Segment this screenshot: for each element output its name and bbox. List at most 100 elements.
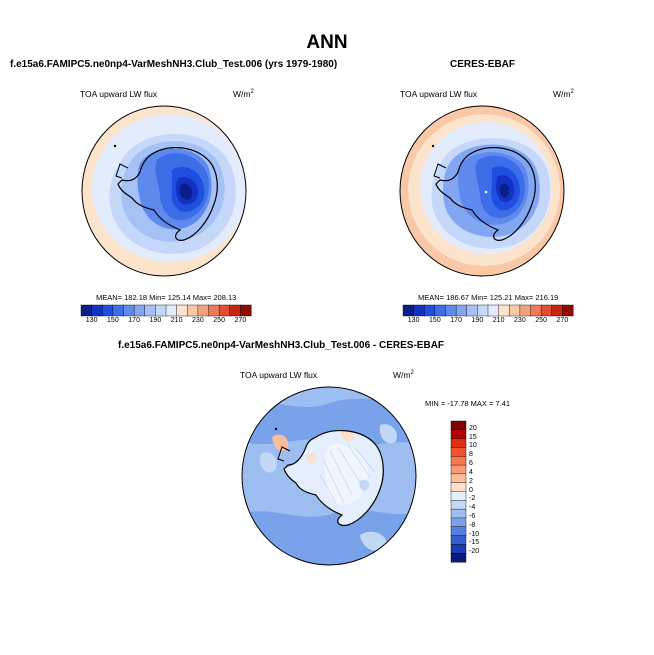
- panel2-fill-ring-130: [499, 183, 510, 198]
- panel2-colorbar-tick-label: 190: [471, 317, 484, 324]
- panel1-colorbar-swatch: [197, 304, 210, 317]
- panel1-polar-map: [81, 105, 247, 277]
- panel3-island: [274, 427, 278, 431]
- panel3-colorbar-swatch: [450, 535, 467, 545]
- panel3-fill-patch-b: [360, 531, 387, 551]
- panel1-colorbar-swatch: [155, 304, 167, 317]
- panel3-fill-continent-warm-b: [306, 453, 317, 463]
- panel3-colorbar-tick-label: -4: [469, 504, 476, 512]
- panel2-colorbar-swatch: [498, 304, 510, 317]
- panel2-colorbar-swatch: [466, 304, 478, 317]
- panel2-map-border: [399, 105, 565, 277]
- panel1-colorbar-swatch: [123, 304, 135, 317]
- panel2-pole-marker: [484, 190, 488, 194]
- panel1-colorbar-tick-label: 150: [107, 317, 119, 324]
- panel1-stats: MEAN= 182.18 Min= 125.14 Max= 208.13: [96, 293, 237, 302]
- panel2-colorbar-tick-label: 210: [492, 317, 505, 324]
- panel3-colorbar-swatch: [450, 420, 467, 431]
- panel2-stats: MEAN= 186.67 Min= 125.21 Max= 216.19: [418, 293, 559, 302]
- panel1-colorbar-swatch: [165, 304, 178, 317]
- panel2-colorbar-swatch: [402, 304, 415, 317]
- panel3-colorbar-tick-label: 10: [469, 442, 477, 450]
- panel1-colorbar-tick-label: 250: [213, 317, 225, 324]
- panel2-colorbar-swatch: [434, 304, 447, 317]
- panel3-colorbar-swatch: [450, 456, 467, 466]
- panel1-colorbar-tick-label: 230: [192, 317, 204, 324]
- panel1-variable-label: TOA upward LW flux: [80, 89, 158, 99]
- panel2-variable-label: TOA upward LW flux: [400, 89, 478, 99]
- panel3-colorbar-swatch: [450, 482, 467, 492]
- panel2-units-label: W/m2: [553, 89, 574, 99]
- panel1-colorbar-tick-label: 190: [149, 317, 162, 324]
- panel1-colorbar-swatch: [187, 304, 199, 317]
- panel1-colorbar-swatch: [112, 304, 125, 317]
- panel1-colorbar-swatch: [229, 304, 241, 317]
- panel3-fill-patch-a: [259, 452, 277, 473]
- panel3-units-label: W/m2: [393, 370, 414, 380]
- panel2-colorbar-tick-label: 130: [407, 317, 420, 324]
- panel1-colorbar-swatch: [208, 304, 220, 317]
- panel1-colorbar-swatch: [176, 304, 188, 317]
- panel1-title: f.e15a6.FAMIPC5.ne0np4-VarMeshNH3.Club_T…: [10, 59, 338, 70]
- panel3-continent-streaks: [319, 444, 375, 504]
- panel3-colorbar-ticks: 20 15 10 8 6 4 2 0 -2 -4 -6 -8 -10 -15 -20: [469, 421, 499, 562]
- panel1-colorbar-tick-label: 130: [85, 317, 98, 324]
- figure-title: ANN: [306, 32, 348, 53]
- panel3-colorbar-tick-label: -10: [469, 530, 480, 538]
- panel1-colorbar-swatch: [133, 304, 146, 317]
- panel3-fill-continent-warm-a: [340, 431, 355, 441]
- panel2-colorbar-swatch: [455, 304, 468, 317]
- panel3-fill-band-a: [242, 397, 416, 447]
- panel2-colorbar-tick-label: 150: [429, 317, 441, 324]
- panel2-colorbar-tick-label: 250: [535, 317, 547, 324]
- panel2-peninsula-coastline: [433, 163, 447, 179]
- panel3-colorbar-swatch: [450, 500, 467, 510]
- panel2-colorbar-swatch: [487, 304, 500, 317]
- panel1-island: [113, 144, 117, 148]
- panel2-colorbar-swatch: [551, 304, 563, 317]
- panel1-colorbar-tick-label: 170: [128, 317, 140, 324]
- panel1-colorbar-swatch: [218, 304, 231, 317]
- panel1-map-border: [81, 105, 247, 277]
- panel2-colorbar-tick-label: 170: [450, 317, 462, 324]
- panel1-colorbar-swatch: [91, 304, 103, 317]
- panel2-title: CERES-EBAF: [450, 59, 516, 70]
- panel3-colorbar-tick-label: 0: [469, 486, 473, 494]
- panel2-colorbar-swatch: [424, 304, 436, 317]
- panel3-colorbar-swatch: [450, 473, 467, 484]
- panel3-colorbar-swatch: [450, 491, 467, 501]
- panel2-colorbar-swatch: [413, 304, 425, 317]
- panel3-fill-warm-patch: [272, 434, 289, 452]
- panel3-colorbar-tick-label: 2: [469, 477, 473, 485]
- panel3-colorbar-tick-label: 4: [469, 468, 473, 476]
- panel3-peninsula-coastline: [277, 446, 291, 462]
- panel1-colorbar-ticks: 130 150 170 190 210 230 250 270: [81, 317, 251, 327]
- panel2-colorbar-swatch: [530, 304, 542, 317]
- panel3-polar-map: [241, 386, 417, 566]
- panel3-colorbar-tick-label: 15: [469, 433, 477, 441]
- panel2-antarctica-coastline: [435, 147, 536, 241]
- panel3-colorbar-swatch: [450, 544, 467, 554]
- panel1-colorbar-swatch: [240, 304, 252, 317]
- panel3-colorbar: [450, 420, 467, 563]
- panel3-fill-patch-c: [379, 424, 397, 444]
- panel2-colorbar-swatch: [540, 304, 553, 317]
- panel2-colorbar-swatch: [509, 304, 521, 317]
- panel3-colorbar-tick-label: 6: [469, 460, 473, 468]
- panel1-colorbar-tick-label: 210: [170, 317, 183, 324]
- panel1-colorbar: [80, 304, 252, 317]
- panel3-colorbar-swatch: [450, 438, 467, 448]
- panel2-island: [431, 144, 435, 148]
- panel3-stats: MIN = -17.78 MAX = 7.41: [425, 399, 511, 408]
- panel3-colorbar-swatch: [450, 526, 467, 537]
- panel3-colorbar-tick-label: -6: [469, 512, 476, 520]
- panel2-colorbar-tick-label: 230: [514, 317, 526, 324]
- panel3-colorbar-swatch: [450, 447, 467, 457]
- panel2-colorbar-swatch: [562, 304, 574, 317]
- panel3-fill-continent-cool: [359, 479, 370, 491]
- panel3-colorbar-tick-label: -8: [469, 521, 476, 529]
- panel2-colorbar: [402, 304, 574, 317]
- panel3-variable-label: TOA upward LW flux: [240, 370, 318, 380]
- panel2-colorbar-tick-label: 270: [556, 317, 569, 324]
- panel1-peninsula-coastline: [115, 163, 129, 179]
